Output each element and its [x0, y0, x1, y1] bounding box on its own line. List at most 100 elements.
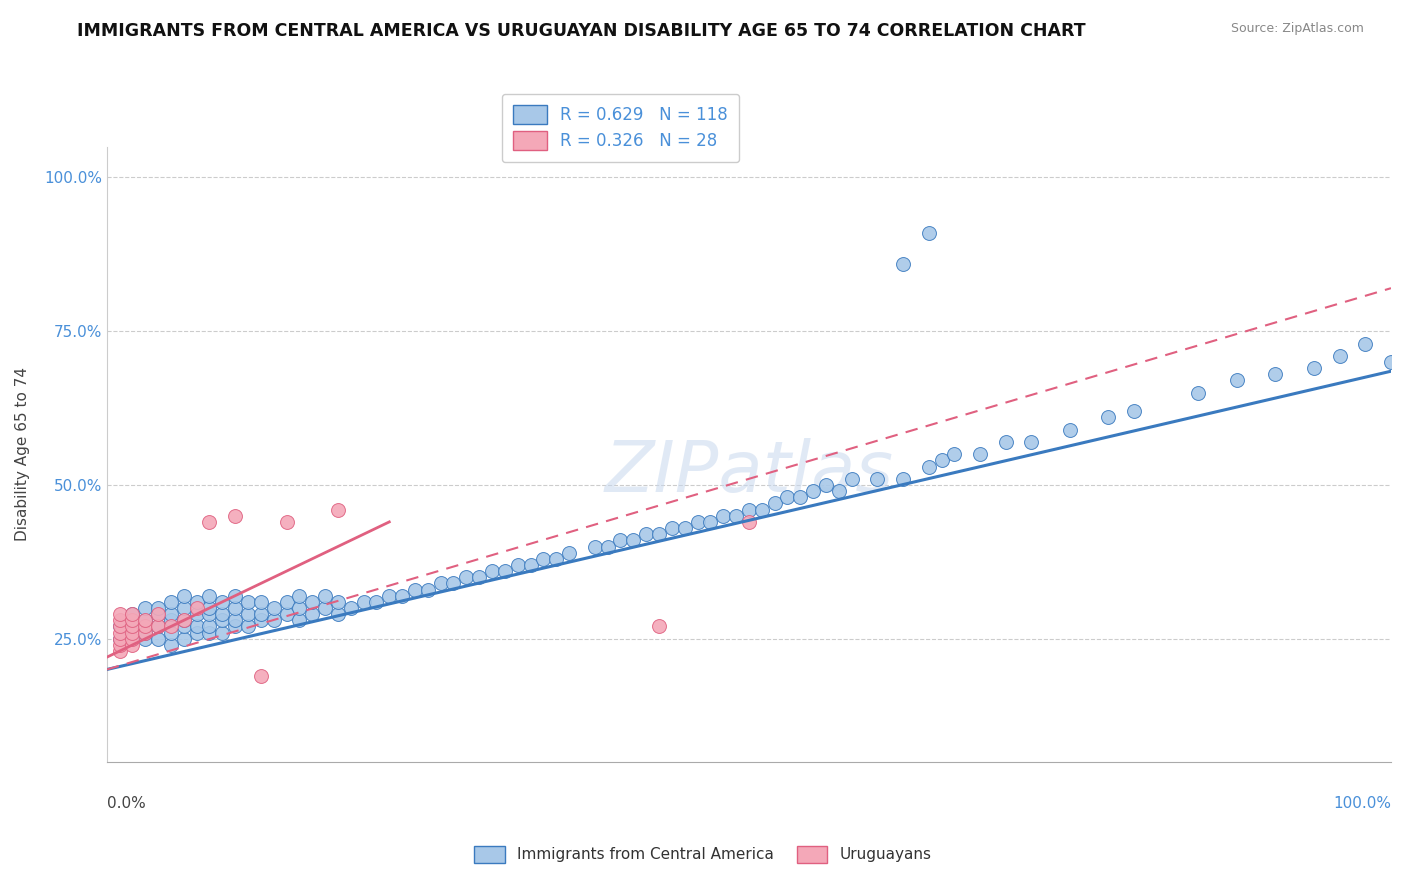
- Point: [648, 619, 671, 633]
- Point: [891, 256, 914, 270]
- Point: [301, 607, 323, 622]
- Point: [173, 632, 195, 646]
- Point: [288, 589, 311, 603]
- Point: [198, 515, 221, 529]
- Point: [1123, 404, 1146, 418]
- Point: [609, 533, 631, 548]
- Point: [1021, 434, 1043, 449]
- Point: [288, 613, 311, 627]
- Point: [224, 619, 246, 633]
- Point: [173, 589, 195, 603]
- Point: [108, 638, 131, 652]
- Point: [506, 558, 529, 572]
- Point: [339, 601, 361, 615]
- Point: [301, 595, 323, 609]
- Point: [186, 607, 208, 622]
- Point: [918, 459, 941, 474]
- Point: [146, 619, 169, 633]
- Point: [814, 478, 837, 492]
- Point: [1379, 355, 1402, 369]
- Point: [1226, 374, 1249, 388]
- Point: [108, 607, 131, 622]
- Point: [546, 551, 568, 566]
- Point: [1329, 349, 1351, 363]
- Point: [160, 613, 183, 627]
- Point: [250, 595, 273, 609]
- Point: [186, 625, 208, 640]
- Point: [751, 502, 773, 516]
- Point: [121, 625, 143, 640]
- Point: [121, 607, 143, 622]
- Point: [636, 527, 658, 541]
- Point: [134, 613, 156, 627]
- Point: [918, 226, 941, 240]
- Point: [236, 595, 259, 609]
- Point: [789, 491, 811, 505]
- Text: 100.0%: 100.0%: [1333, 796, 1391, 811]
- Point: [481, 564, 503, 578]
- Point: [160, 638, 183, 652]
- Point: [198, 607, 221, 622]
- Point: [198, 625, 221, 640]
- Legend: Immigrants from Central America, Uruguayans: Immigrants from Central America, Uruguay…: [463, 833, 943, 875]
- Point: [1187, 385, 1209, 400]
- Point: [146, 619, 169, 633]
- Point: [686, 515, 709, 529]
- Point: [146, 601, 169, 615]
- Point: [519, 558, 541, 572]
- Point: [621, 533, 644, 548]
- Point: [250, 607, 273, 622]
- Point: [108, 619, 131, 633]
- Point: [224, 589, 246, 603]
- Point: [186, 619, 208, 633]
- Point: [160, 595, 183, 609]
- Point: [224, 508, 246, 523]
- Point: [173, 601, 195, 615]
- Legend: R = 0.629   N = 118, R = 0.326   N = 28: R = 0.629 N = 118, R = 0.326 N = 28: [502, 94, 740, 162]
- Point: [416, 582, 439, 597]
- Point: [366, 595, 388, 609]
- Point: [866, 472, 889, 486]
- Point: [276, 595, 298, 609]
- Point: [108, 632, 131, 646]
- Point: [776, 491, 799, 505]
- Point: [146, 632, 169, 646]
- Point: [583, 540, 606, 554]
- Point: [121, 607, 143, 622]
- Point: [738, 502, 761, 516]
- Point: [969, 447, 991, 461]
- Point: [224, 613, 246, 627]
- Point: [494, 564, 516, 578]
- Point: [198, 601, 221, 615]
- Point: [456, 570, 478, 584]
- Point: [276, 607, 298, 622]
- Point: [558, 546, 581, 560]
- Point: [236, 607, 259, 622]
- Text: Source: ZipAtlas.com: Source: ZipAtlas.com: [1230, 22, 1364, 36]
- Point: [263, 613, 285, 627]
- Point: [943, 447, 966, 461]
- Point: [994, 434, 1017, 449]
- Point: [443, 576, 465, 591]
- Text: IMMIGRANTS FROM CENTRAL AMERICA VS URUGUAYAN DISABILITY AGE 65 TO 74 CORRELATION: IMMIGRANTS FROM CENTRAL AMERICA VS URUGU…: [77, 22, 1085, 40]
- Point: [186, 601, 208, 615]
- Point: [134, 632, 156, 646]
- Point: [763, 496, 786, 510]
- Point: [353, 595, 375, 609]
- Point: [648, 527, 671, 541]
- Point: [134, 601, 156, 615]
- Point: [160, 607, 183, 622]
- Point: [596, 540, 619, 554]
- Point: [1097, 410, 1119, 425]
- Point: [121, 619, 143, 633]
- Point: [198, 619, 221, 633]
- Text: 0.0%: 0.0%: [107, 796, 145, 811]
- Point: [173, 619, 195, 633]
- Point: [276, 515, 298, 529]
- Point: [429, 576, 451, 591]
- Point: [931, 453, 953, 467]
- Point: [1354, 336, 1376, 351]
- Point: [173, 613, 195, 627]
- Point: [326, 502, 349, 516]
- Point: [211, 595, 233, 609]
